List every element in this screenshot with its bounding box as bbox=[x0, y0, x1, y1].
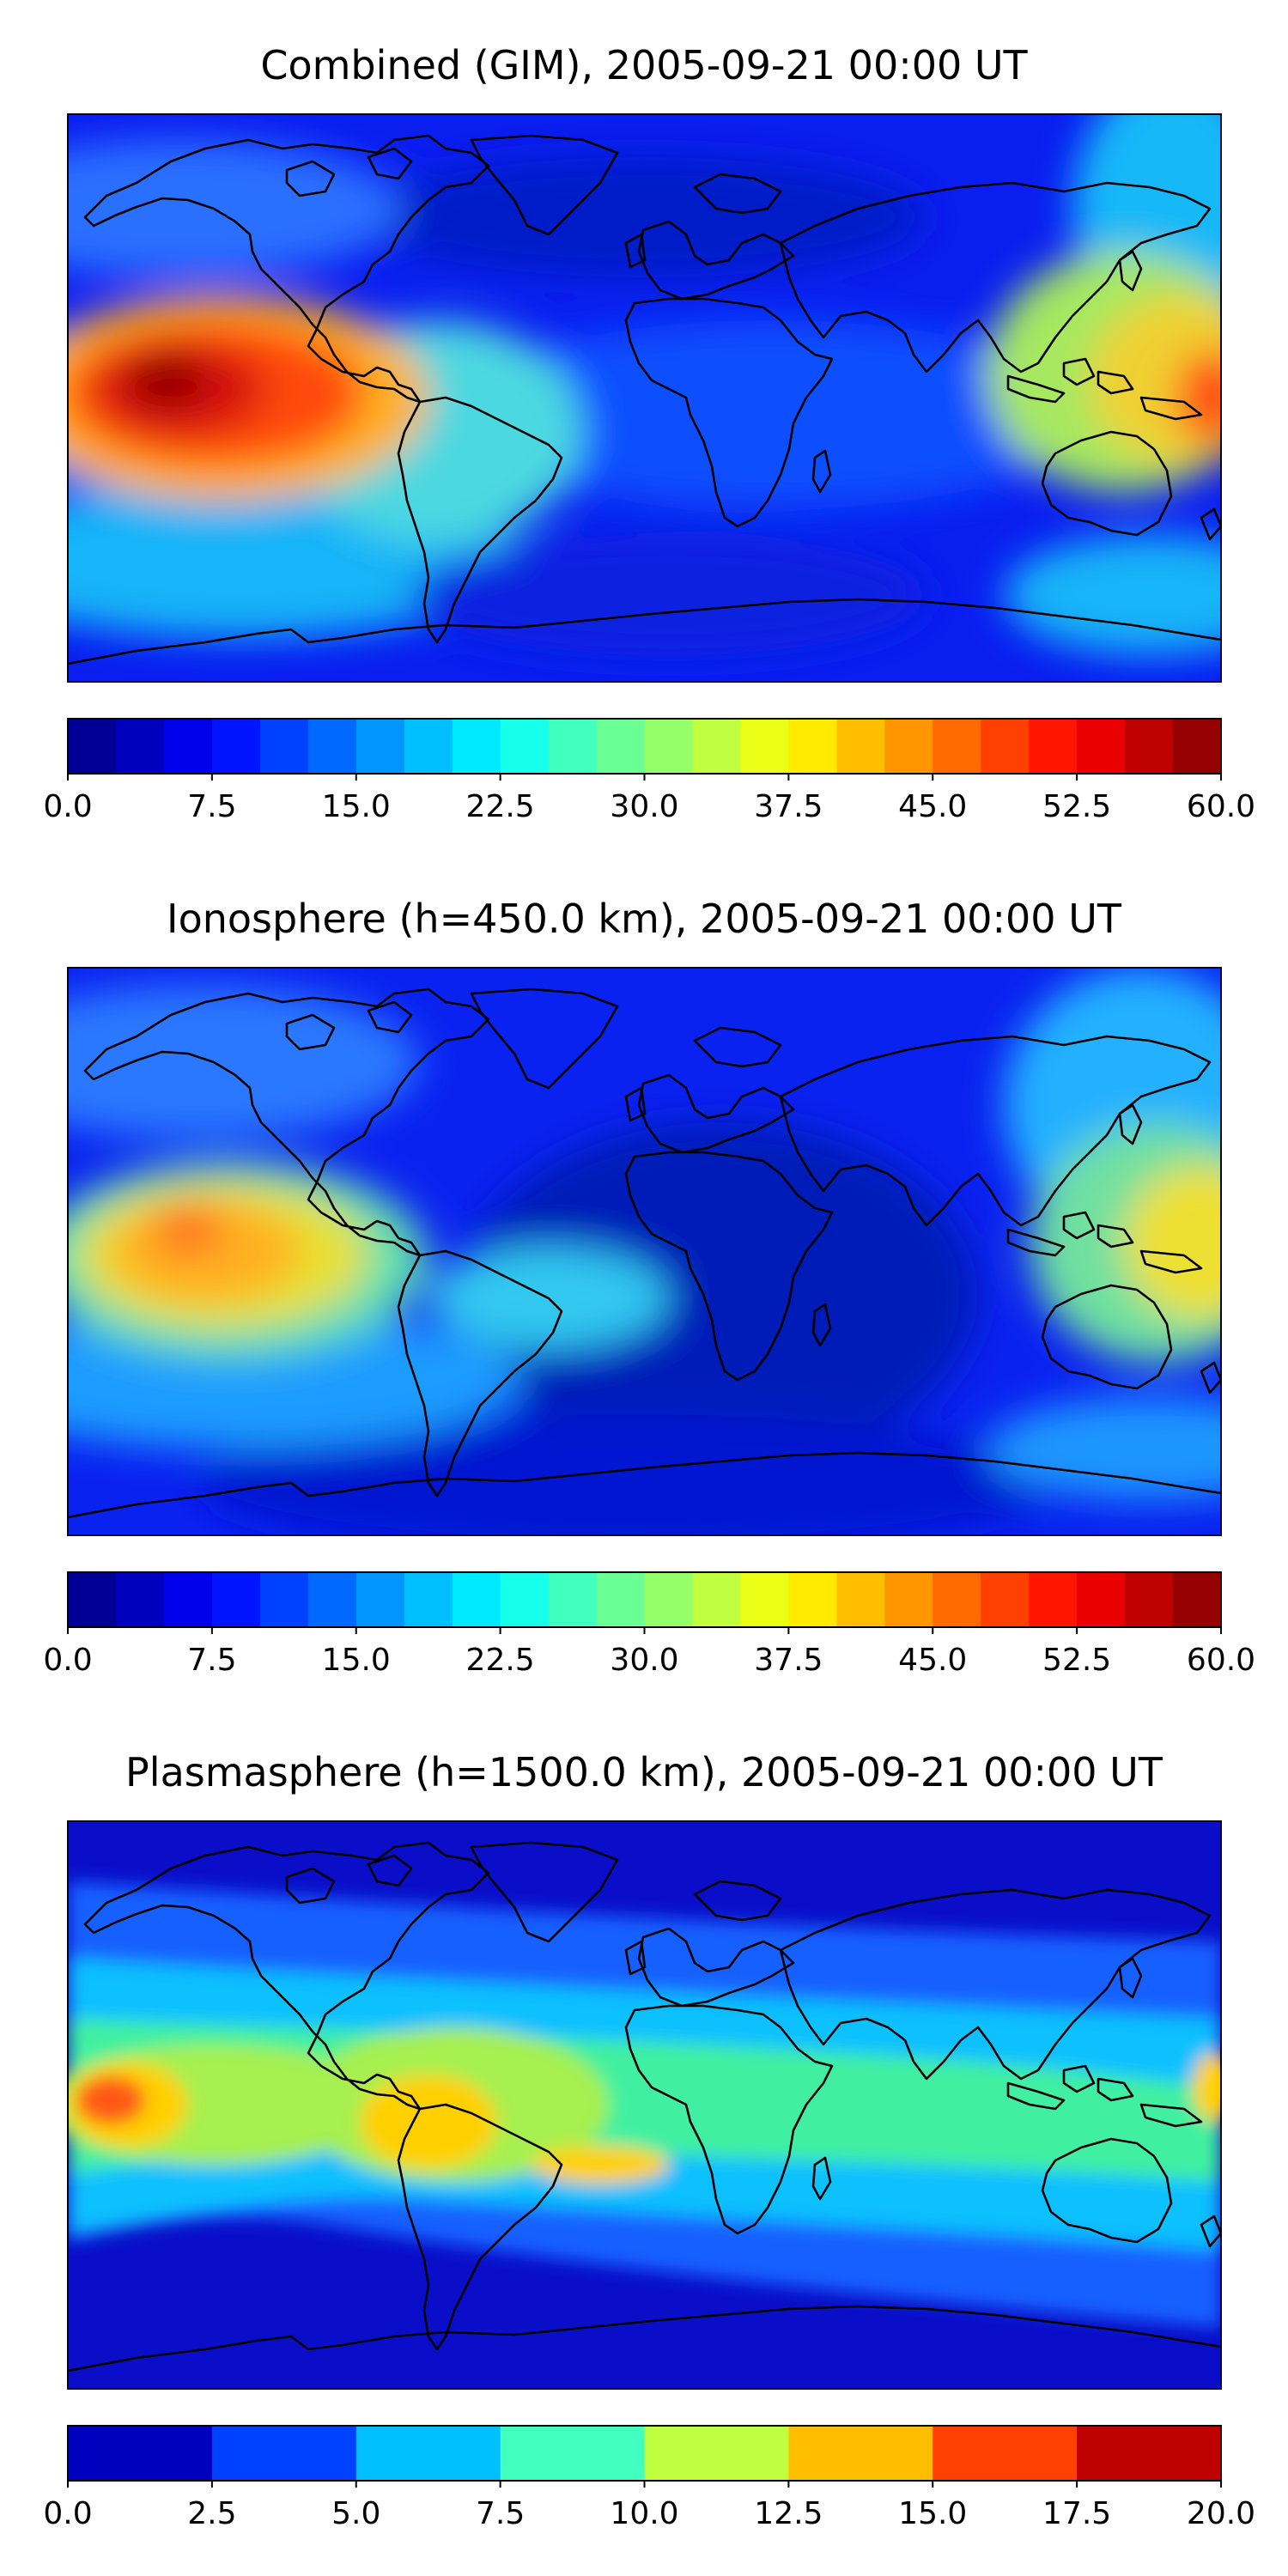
colorbar-1-segment bbox=[1173, 719, 1222, 774]
panel-2-title: Ionosphere (h=450.0 km), 2005-09-21 00:0… bbox=[167, 896, 1122, 942]
colorbar-1-segment bbox=[548, 719, 598, 774]
colorbar-2-segment bbox=[1125, 1572, 1174, 1627]
colorbar-2-segment bbox=[933, 1572, 981, 1627]
colorbar-2-segment bbox=[404, 1572, 453, 1627]
colorbar-1-tick-label: 7.5 bbox=[187, 789, 236, 824]
colorbar-3-tick-label: 15.0 bbox=[898, 2496, 967, 2531]
colorbar-3-tick-label: 17.5 bbox=[1042, 2496, 1111, 2531]
panel-1-map bbox=[67, 113, 1222, 683]
colorbar-3-segment bbox=[355, 2426, 501, 2481]
colorbar-1-segment bbox=[981, 719, 1030, 774]
colorbar-3-tick-label: 0.0 bbox=[43, 2496, 92, 2531]
panel-2-map bbox=[67, 967, 1222, 1536]
colorbar-1-segment bbox=[452, 719, 501, 774]
colorbar-2-segment bbox=[307, 1572, 357, 1627]
colorbar-2-segment bbox=[355, 1572, 405, 1627]
colorbar-3-tick-label: 5.0 bbox=[331, 2496, 380, 2531]
colorbar-3-segment bbox=[933, 2426, 1078, 2481]
colorbar-1-segment bbox=[500, 719, 550, 774]
colorbar-3-tick-label: 20.0 bbox=[1187, 2496, 1255, 2531]
colorbar-1-tick-label: 0.0 bbox=[43, 789, 92, 824]
colorbar-2-segment bbox=[500, 1572, 550, 1627]
colorbar-1-tick-label: 15.0 bbox=[322, 789, 391, 824]
colorbar-1-segment bbox=[788, 719, 837, 774]
colorbar-2-tick-label: 30.0 bbox=[610, 1643, 678, 1678]
colorbar-3-segment bbox=[788, 2426, 933, 2481]
colorbar-3-segment bbox=[644, 2426, 789, 2481]
colorbar-1-segment bbox=[163, 719, 213, 774]
colorbar-3-segment bbox=[500, 2426, 646, 2481]
panel-3-title: Plasmasphere (h=1500.0 km), 2005-09-21 0… bbox=[125, 1749, 1163, 1795]
panel-3-colorbar: 0.0 2.5 5.0 7.5 10.0 12.5 15.0 17.5 20.0 bbox=[43, 2425, 1255, 2531]
colorbar-1-segment bbox=[1077, 719, 1126, 774]
colorbar-2-segment bbox=[596, 1572, 646, 1627]
colorbar-2-segment bbox=[452, 1572, 501, 1627]
colorbar-2-segment bbox=[884, 1572, 933, 1627]
colorbar-1-segment bbox=[836, 719, 885, 774]
colorbar-1-segment bbox=[404, 719, 453, 774]
colorbar-2-tick-label: 7.5 bbox=[187, 1643, 236, 1678]
colorbar-1-tick-label: 30.0 bbox=[610, 789, 678, 824]
colorbar-2-segment bbox=[259, 1572, 309, 1627]
colorbar-3-segment bbox=[68, 2426, 213, 2481]
colorbar-2-segment bbox=[644, 1572, 694, 1627]
panel-1-title: Combined (GIM), 2005-09-21 00:00 UT bbox=[260, 42, 1028, 88]
colorbar-1-tick-label: 37.5 bbox=[754, 789, 823, 824]
colorbar-2-tick-label: 15.0 bbox=[322, 1643, 391, 1678]
colorbar-2-tick-label: 60.0 bbox=[1187, 1643, 1255, 1678]
colorbar-2-segment bbox=[981, 1572, 1030, 1627]
panel-2-colorbar: 0.0 7.5 15.0 22.5 30.0 37.5 45.0 52.5 60.0 bbox=[43, 1571, 1255, 1678]
panel-1-frame bbox=[67, 113, 1222, 683]
panel-3-map bbox=[67, 1820, 1222, 2390]
colorbar-2-segment bbox=[788, 1572, 837, 1627]
colorbar-1-segment bbox=[933, 719, 981, 774]
panel-1-colorbar: 0.0 7.5 15.0 22.5 30.0 37.5 45.0 52.5 60.0 bbox=[43, 718, 1255, 824]
colorbar-2-segment bbox=[1173, 1572, 1222, 1627]
colorbar-1-tick-label: 52.5 bbox=[1042, 789, 1111, 824]
colorbar-1-segment bbox=[68, 719, 117, 774]
colorbar-2-segment bbox=[68, 1572, 117, 1627]
colorbar-3-segment bbox=[1077, 2426, 1222, 2481]
colorbar-1-segment bbox=[692, 719, 742, 774]
colorbar-2-segment bbox=[548, 1572, 598, 1627]
colorbar-2-segment bbox=[692, 1572, 742, 1627]
colorbar-2-segment bbox=[740, 1572, 789, 1627]
colorbar-3-tick-label: 7.5 bbox=[476, 2496, 525, 2531]
colorbar-1-segment bbox=[211, 719, 261, 774]
colorbar-1-tick-label: 45.0 bbox=[898, 789, 967, 824]
colorbar-2-tick-label: 37.5 bbox=[754, 1643, 823, 1678]
colorbar-3-tick-label: 2.5 bbox=[187, 2496, 236, 2531]
colorbar-2-segment bbox=[836, 1572, 885, 1627]
colorbar-1-tick-label: 22.5 bbox=[466, 789, 535, 824]
colorbar-3-tick-label: 10.0 bbox=[610, 2496, 678, 2531]
colorbar-1-segment bbox=[307, 719, 357, 774]
colorbar-2-tick-label: 52.5 bbox=[1042, 1643, 1111, 1678]
colorbar-1-segment bbox=[355, 719, 405, 774]
colorbar-2-segment bbox=[163, 1572, 213, 1627]
colorbar-2-segment bbox=[211, 1572, 261, 1627]
colorbar-1-segment bbox=[644, 719, 694, 774]
colorbar-2-segment bbox=[1077, 1572, 1126, 1627]
panel-2-frame bbox=[67, 967, 1222, 1536]
colorbar-1-segment bbox=[740, 719, 789, 774]
colorbar-1-tick-label: 60.0 bbox=[1187, 789, 1255, 824]
colorbar-1-segment bbox=[884, 719, 933, 774]
colorbar-1-segment bbox=[1125, 719, 1174, 774]
colorbar-3-segment bbox=[211, 2426, 357, 2481]
colorbar-2-tick-label: 22.5 bbox=[466, 1643, 535, 1678]
colorbar-2-segment bbox=[1029, 1572, 1078, 1627]
colorbar-1-segment bbox=[259, 719, 309, 774]
colorbar-1-segment bbox=[115, 719, 165, 774]
colorbar-2-tick-label: 0.0 bbox=[43, 1643, 92, 1678]
colorbar-3-tick-label: 12.5 bbox=[754, 2496, 823, 2531]
colorbar-1-segment bbox=[1029, 719, 1078, 774]
colorbar-2-segment bbox=[115, 1572, 165, 1627]
colorbar-1-segment bbox=[596, 719, 646, 774]
colorbar-2-tick-label: 45.0 bbox=[898, 1643, 967, 1678]
panel-3-frame bbox=[67, 1820, 1222, 2390]
